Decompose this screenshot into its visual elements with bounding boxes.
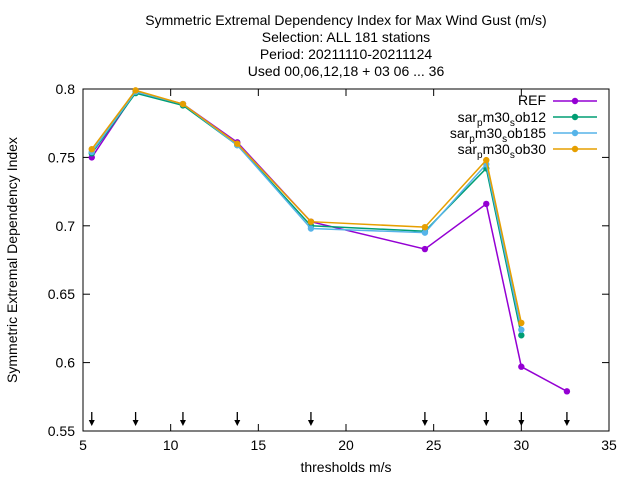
- data-point-2: [518, 326, 525, 333]
- data-point-1: [518, 332, 525, 339]
- y-axis-ticks: [83, 88, 609, 432]
- data-point-3: [307, 218, 315, 225]
- title-line-4: Used 00,06,12,18 + 03 06 ... 36: [248, 63, 445, 79]
- x-axis-ticks: [82, 89, 610, 431]
- threshold-arrow: [179, 412, 186, 426]
- threshold-arrow: [234, 412, 241, 426]
- threshold-arrow: [483, 412, 490, 426]
- legend-entry-ref: REF: [518, 92, 597, 108]
- x-tick-label: 5: [79, 437, 87, 453]
- data-point-2: [421, 229, 429, 236]
- y-tick-label: 0.6: [56, 355, 76, 371]
- y-axis-tick-labels: 0.55 0.6 0.65 0.7 0.75 0.8: [48, 81, 75, 439]
- legend-marker-ob185: [571, 129, 579, 137]
- legend-entry-ob12: sarpm30sob12: [458, 109, 597, 129]
- y-tick-label: 0.65: [48, 286, 75, 302]
- x-tick-label: 35: [601, 437, 617, 453]
- x-tick-label: 30: [514, 437, 530, 453]
- threshold-arrow: [518, 412, 525, 426]
- data-point-0: [483, 200, 490, 208]
- legend-label-ref: REF: [518, 92, 546, 108]
- y-tick-label: 0.55: [48, 423, 75, 439]
- data-point-3: [483, 156, 490, 164]
- x-axis-tick-labels: 5 10 15 20 25 30 35: [79, 437, 617, 453]
- legend: REF sarpm30sob12 sarpm30sob185 sarpm30so…: [450, 92, 597, 161]
- threshold-markers: [88, 412, 570, 426]
- legend-marker-ob12: [571, 113, 579, 121]
- title-line-2: Selection: ALL 181 stations: [262, 29, 430, 45]
- legend-label-ob12: sarpm30sob12: [458, 109, 547, 129]
- x-axis-label: thresholds m/s: [300, 459, 391, 475]
- title-line-1: Symmetric Extremal Dependency Index for …: [145, 12, 546, 28]
- x-tick-label: 20: [338, 437, 354, 453]
- y-tick-label: 0.7: [56, 218, 76, 234]
- y-tick-label: 0.8: [56, 81, 76, 97]
- x-tick-label: 10: [163, 437, 179, 453]
- legend-marker-ref: [571, 97, 579, 105]
- legend-entry-ob185: sarpm30sob185: [450, 125, 597, 145]
- title-line-3: Period: 20211110-20211124: [260, 46, 433, 62]
- threshold-arrow: [132, 412, 139, 426]
- series-line-3: [91, 89, 523, 324]
- legend-entry-ob30: sarpm30sob30: [458, 141, 597, 161]
- data-point-3: [421, 223, 429, 231]
- data-point-3: [518, 319, 525, 327]
- threshold-arrow: [307, 412, 314, 426]
- series-layer: [88, 87, 571, 395]
- data-point-0: [518, 363, 525, 370]
- series-line-2: [91, 90, 523, 330]
- threshold-arrow: [421, 412, 428, 426]
- legend-label-ob30: sarpm30sob30: [458, 141, 547, 161]
- data-point-2: [307, 225, 315, 232]
- data-point-0: [421, 245, 429, 253]
- data-point-3: [132, 87, 139, 94]
- legend-label-ob185: sarpm30sob185: [450, 125, 546, 145]
- x-tick-label: 15: [251, 437, 267, 453]
- threshold-arrow: [88, 412, 95, 426]
- series-line-1: [91, 92, 523, 336]
- data-point-3: [179, 100, 187, 108]
- chart-title: Symmetric Extremal Dependency Index for …: [145, 12, 546, 79]
- y-axis-label: Symmetric Extremal Dependency Index: [4, 137, 20, 383]
- data-point-3: [88, 145, 95, 153]
- threshold-arrow: [563, 412, 570, 426]
- data-point-0: [563, 388, 571, 395]
- legend-marker-ob30: [571, 145, 579, 153]
- y-tick-label: 0.75: [48, 149, 75, 165]
- series-3: [88, 87, 525, 327]
- x-tick-label: 25: [426, 437, 442, 453]
- data-point-3: [234, 140, 241, 147]
